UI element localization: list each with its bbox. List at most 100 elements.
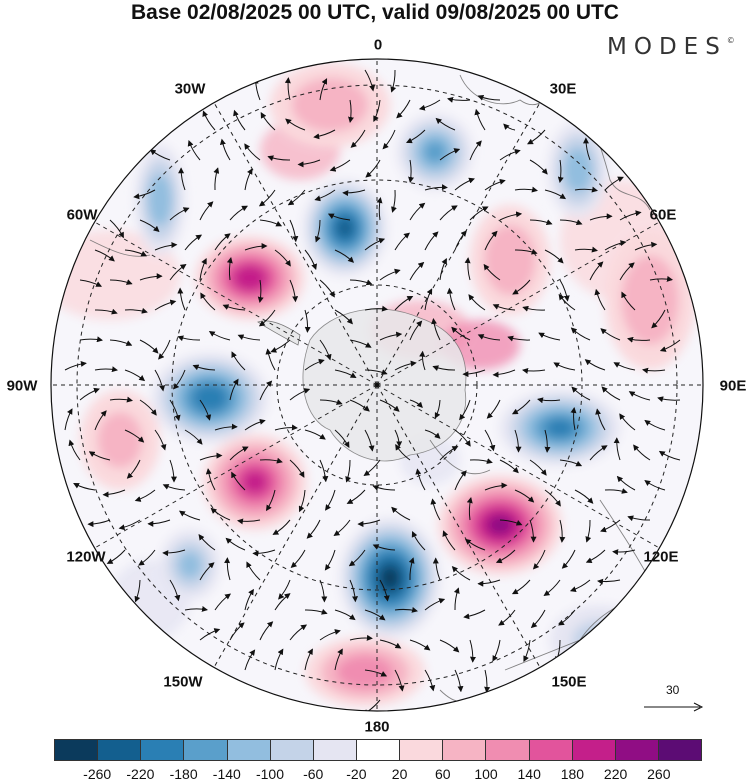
colorbar-swatch <box>98 740 142 760</box>
wind-vector <box>408 557 415 581</box>
wind-vector <box>409 639 431 651</box>
wind-vector <box>365 159 381 178</box>
wind-vector <box>162 549 186 557</box>
wind-vector <box>619 413 636 431</box>
wind-vector <box>364 305 388 312</box>
wind-vector <box>529 459 547 476</box>
wind-vector <box>319 629 341 641</box>
wind-vector <box>222 304 246 311</box>
wind-vector <box>319 579 328 603</box>
wind-vector <box>570 327 591 341</box>
wind-vector <box>349 634 373 641</box>
longitude-label: 90E <box>719 377 747 395</box>
wind-vector <box>219 138 231 161</box>
wind-vector <box>169 459 177 483</box>
wind-vector <box>532 549 546 570</box>
wind-vector <box>543 579 561 596</box>
wind-vector <box>394 232 410 251</box>
longitude-label: 150W <box>163 673 203 691</box>
wind-vector <box>477 579 501 587</box>
wind-vector <box>334 369 357 378</box>
wind-vector <box>177 287 186 311</box>
wind-vector <box>342 189 366 197</box>
wind-vector <box>379 331 403 341</box>
anomaly-contour <box>545 418 575 438</box>
wind-vector <box>68 439 81 461</box>
wind-vector <box>394 296 414 311</box>
wind-vector <box>379 399 400 412</box>
wind-vector <box>124 249 148 257</box>
wind-vector <box>499 519 523 526</box>
wind-vector <box>319 279 335 298</box>
wind-vector <box>133 189 156 200</box>
wind-vector <box>527 129 546 145</box>
longitude-label: 30W <box>174 80 206 98</box>
wind-vector <box>503 123 516 131</box>
wind-vector <box>454 669 464 693</box>
wind-vector <box>364 669 388 677</box>
longitude-label: 180 <box>364 718 390 736</box>
wind-vector <box>244 588 254 611</box>
wind-vector <box>237 518 261 525</box>
wind-vector <box>391 506 411 521</box>
wind-vector <box>200 292 216 311</box>
wind-vector <box>349 279 373 286</box>
wind-vector <box>349 579 359 603</box>
colorbar-swatch <box>270 740 314 760</box>
wind-vector <box>462 369 486 378</box>
colorbar-tick-label: -180 <box>169 766 198 782</box>
wind-vector <box>274 249 291 267</box>
wind-vector <box>451 565 471 581</box>
wind-vector <box>210 507 231 521</box>
wind-vector <box>94 410 107 431</box>
wind-vector <box>544 189 567 200</box>
wind-vector <box>304 648 313 671</box>
wind-vector <box>477 334 501 341</box>
wind-vector <box>484 669 491 693</box>
wind-vector <box>64 408 73 431</box>
wind-vector <box>469 140 482 161</box>
wind-vector <box>512 279 531 295</box>
longitude-label: 0 <box>373 36 383 54</box>
wind-vector <box>289 388 311 401</box>
map-title: Base 02/08/2025 00 UTC, valid 09/08/2025… <box>131 1 619 24</box>
wind-vector <box>514 429 522 453</box>
wind-vector <box>529 519 537 543</box>
wind-vector <box>79 387 100 401</box>
wind-vector <box>589 445 608 461</box>
wind-vector <box>514 248 538 255</box>
wind-vector <box>363 459 381 476</box>
meridian-line <box>213 102 378 386</box>
wind-vector <box>379 639 402 649</box>
wind-vector <box>442 530 456 551</box>
anomaly-contour <box>148 174 172 226</box>
wind-vector <box>511 579 531 595</box>
wind-vector <box>184 429 203 445</box>
wind-vector <box>431 318 441 341</box>
wind-vector <box>126 459 141 479</box>
wind-vector <box>118 519 141 531</box>
wind-vector <box>372 544 396 551</box>
colorbar-swatch <box>55 740 99 760</box>
wind-vector <box>559 459 583 467</box>
wind-vector <box>327 213 351 221</box>
wind-vector <box>574 489 594 504</box>
wind-vector <box>604 240 627 251</box>
wind-vector <box>585 549 606 563</box>
colorbar-tick-label: 60 <box>435 766 451 782</box>
wind-vector <box>379 579 390 602</box>
wind-vector <box>409 320 423 341</box>
wind-vector <box>124 429 145 443</box>
antarctica-landmass <box>257 308 467 462</box>
logo-text: MODES <box>607 34 727 60</box>
meridian-line <box>376 102 541 386</box>
wind-vector <box>274 648 284 671</box>
wind-vector <box>634 241 658 251</box>
wind-vector <box>304 608 328 615</box>
wind-vector <box>651 309 666 329</box>
wind-vector <box>289 279 299 303</box>
wind-vector <box>644 480 666 491</box>
wind-vector <box>94 249 115 262</box>
anomaly-contour <box>291 78 369 132</box>
wind-vector <box>379 268 401 281</box>
